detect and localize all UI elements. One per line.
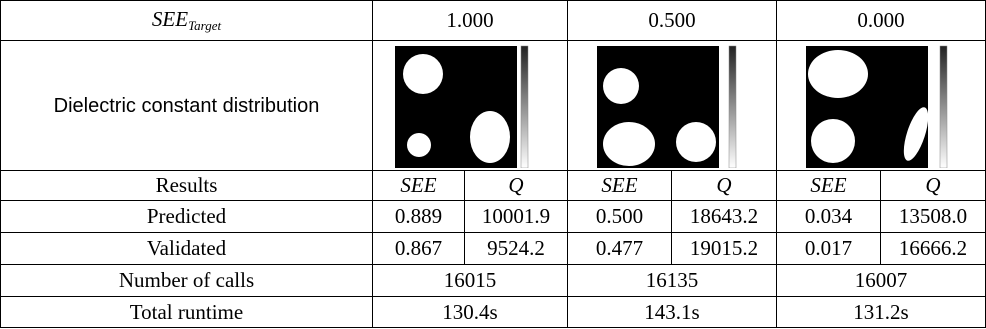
cell: 143.1s	[567, 296, 777, 328]
cell: 130.4s	[372, 296, 568, 328]
cell: 10001.9	[464, 200, 568, 233]
row-label: Number of calls	[0, 264, 373, 297]
header-row: SEETarget 1.000 0.500 0.000	[0, 0, 986, 41]
header-subscript: Target	[188, 18, 222, 33]
row-label: Total runtime	[0, 296, 373, 328]
cell: 13508.0	[880, 200, 986, 233]
cell: 0.500	[567, 200, 672, 233]
row-label: Predicted	[0, 200, 373, 233]
cell: 0.867	[372, 232, 465, 265]
target-value: 0.500	[567, 0, 777, 41]
cell: 16007	[776, 264, 986, 297]
summary-row: Total runtime 130.4s 143.1s 131.2s	[0, 296, 986, 328]
cell: 16666.2	[880, 232, 986, 265]
distribution-image	[597, 45, 737, 168]
column-header: Q	[464, 170, 568, 201]
cell: 0.477	[567, 232, 672, 265]
image-cell	[372, 40, 568, 171]
data-row: Predicted 0.889 10001.9 0.500 18643.2 0.…	[0, 200, 986, 233]
cell: 0.034	[776, 200, 881, 233]
image-row-label: Dielectric constant distribution	[0, 40, 373, 171]
distribution-image	[395, 45, 529, 168]
column-header: SEE	[776, 170, 881, 201]
cell: 0.889	[372, 200, 465, 233]
results-row: Results SEE Q SEE Q SEE Q	[0, 170, 986, 201]
column-header: Q	[880, 170, 986, 201]
cell: 9524.2	[464, 232, 568, 265]
cell: 131.2s	[776, 296, 986, 328]
target-value: 1.000	[372, 0, 568, 41]
cell: 16015	[372, 264, 568, 297]
cell: 16135	[567, 264, 777, 297]
row-label: Validated	[0, 232, 373, 265]
column-header: SEE	[372, 170, 465, 201]
summary-row: Number of calls 16015 16135 16007	[0, 264, 986, 297]
image-cell	[776, 40, 986, 171]
image-cell	[567, 40, 777, 171]
image-row: Dielectric constant distribution	[0, 40, 986, 171]
cell: 19015.2	[671, 232, 777, 265]
column-header: Q	[671, 170, 777, 201]
cell: 0.017	[776, 232, 881, 265]
column-header: SEE	[567, 170, 672, 201]
header-label-cell: SEETarget	[0, 0, 373, 41]
cell: 18643.2	[671, 200, 777, 233]
target-value: 0.000	[776, 0, 986, 41]
results-label: Results	[0, 170, 373, 201]
distribution-image	[806, 45, 948, 168]
header-label: SEE	[151, 7, 189, 31]
data-row: Validated 0.867 9524.2 0.477 19015.2 0.0…	[0, 232, 986, 265]
